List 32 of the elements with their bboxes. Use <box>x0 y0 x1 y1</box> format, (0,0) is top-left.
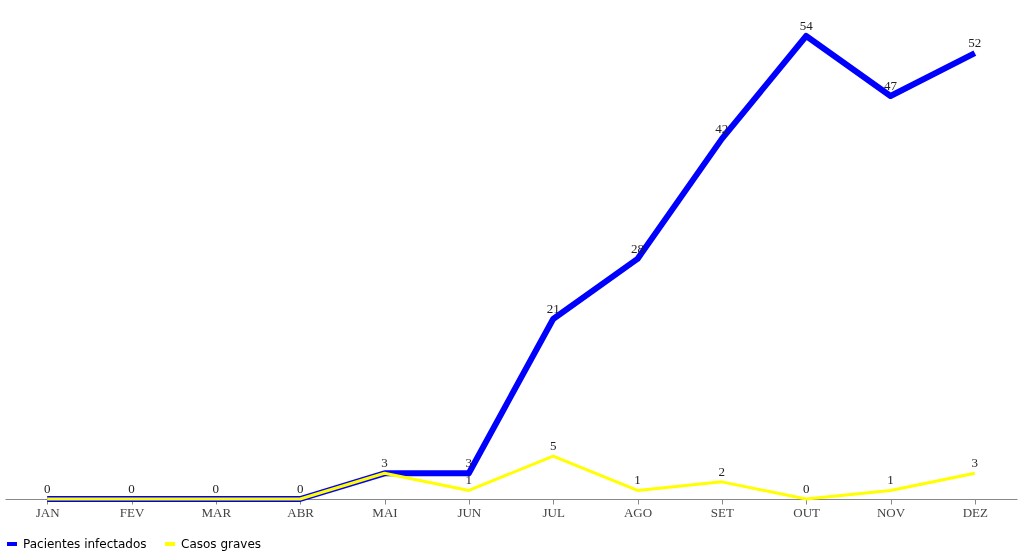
x-tick-label: OUT <box>793 504 821 520</box>
x-tick-label: ABR <box>287 504 315 520</box>
data-label: 3 <box>971 455 979 471</box>
data-label: 0 <box>128 481 135 496</box>
x-tick-label: JUN <box>457 504 482 520</box>
data-label: 1 <box>465 472 473 488</box>
x-tick-label: SET <box>710 504 734 520</box>
data-label: 0 <box>802 481 810 496</box>
data-label: 21 <box>546 300 560 316</box>
data-label: 0 <box>296 481 304 496</box>
data-label: 3 <box>465 455 473 471</box>
data-label: 0 <box>43 481 51 496</box>
data-label: 42 <box>715 120 729 136</box>
legend-label: Casos graves <box>181 537 262 551</box>
x-tick-label: JAN <box>35 504 61 520</box>
data-label: 5 <box>549 438 557 454</box>
x-tick-label: FEV <box>119 504 145 520</box>
x-tick-label: MAI <box>372 504 398 520</box>
data-label: 0 <box>212 481 220 496</box>
x-tick-label: DEZ <box>962 504 989 520</box>
x-tick-label: MAR <box>201 504 232 520</box>
x-tick-label: NOV <box>876 504 906 520</box>
data-label: 2 <box>718 463 726 479</box>
data-label: 54 <box>799 18 814 33</box>
data-label: 3 <box>381 455 388 471</box>
x-tick-label: AGO <box>623 504 653 520</box>
data-label: 47 <box>884 78 898 94</box>
data-label: 1 <box>634 472 641 488</box>
x-tick-label: JUL <box>542 504 565 520</box>
data-label: 1 <box>887 472 894 488</box>
legend-label: Pacientes infectados <box>23 537 147 551</box>
data-label: 52 <box>968 35 982 51</box>
